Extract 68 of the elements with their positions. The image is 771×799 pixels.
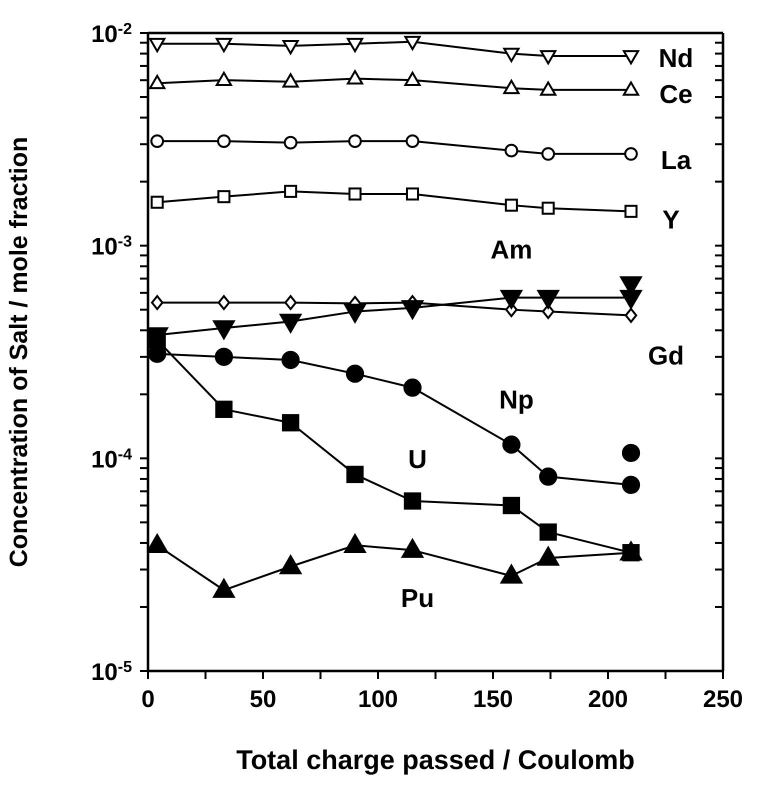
point: [214, 348, 233, 366]
point: [346, 70, 364, 85]
x-tick-label: 200: [588, 686, 628, 713]
point: [624, 308, 638, 323]
point: [282, 40, 299, 54]
point: [346, 466, 364, 484]
point: [282, 414, 300, 432]
point: [218, 295, 230, 310]
y-tick-label: 10$^{-4}$: [91, 446, 132, 474]
point: [622, 444, 640, 462]
point: [542, 202, 555, 215]
point: [540, 523, 557, 541]
point: [504, 144, 518, 158]
point: [504, 198, 518, 212]
point: [406, 187, 420, 201]
point: [284, 136, 298, 150]
point: [217, 190, 230, 204]
point: [346, 364, 364, 383]
point: [503, 80, 520, 94]
legend-label: Nd: [658, 42, 694, 73]
y-tick-label: 10$^{-5}$: [91, 658, 132, 686]
legend-label: Gd: [648, 340, 684, 370]
x-tick-label: 50: [250, 686, 276, 713]
point: [502, 436, 520, 454]
series-label: Np: [499, 384, 534, 415]
point: [216, 38, 232, 52]
y-tick-label: 10$^{-3}$: [91, 233, 132, 261]
point: [348, 187, 362, 201]
point: [348, 134, 362, 148]
point: [404, 36, 421, 50]
point: [150, 134, 164, 148]
point: [282, 350, 300, 370]
point: [282, 73, 299, 88]
point: [503, 48, 520, 62]
x-axis-title: Total charge passed / Coulomb: [236, 745, 635, 775]
point: [346, 38, 364, 52]
point: [624, 147, 638, 161]
series-label: U: [408, 444, 427, 474]
point: [622, 476, 640, 494]
x-tick-label: 250: [702, 686, 744, 713]
point: [217, 134, 231, 148]
series-label: Pu: [400, 583, 434, 614]
point: [151, 295, 164, 310]
point: [541, 147, 556, 161]
point: [404, 72, 421, 86]
point: [622, 50, 640, 64]
y-axis-title: Concentration of Salt / mole fraction: [4, 136, 33, 568]
legend-label: Ce: [659, 78, 693, 109]
point: [539, 468, 558, 486]
point: [404, 492, 422, 510]
point: [216, 72, 232, 86]
series-label: Y: [662, 204, 680, 234]
legend-label: La: [660, 144, 692, 175]
point: [502, 496, 520, 514]
point: [284, 184, 298, 198]
point: [149, 38, 166, 52]
point: [624, 204, 638, 218]
point: [284, 295, 297, 310]
point: [403, 378, 422, 397]
point: [150, 196, 164, 209]
x-tick-label: 100: [358, 686, 398, 713]
series-label: Am: [490, 234, 532, 265]
y-tick-label: 10$^{-2}$: [91, 20, 132, 48]
point: [406, 134, 420, 148]
x-tick-label: 0: [141, 686, 155, 713]
point: [215, 400, 233, 418]
point: [540, 50, 556, 64]
x-tick-label: 150: [472, 686, 514, 713]
